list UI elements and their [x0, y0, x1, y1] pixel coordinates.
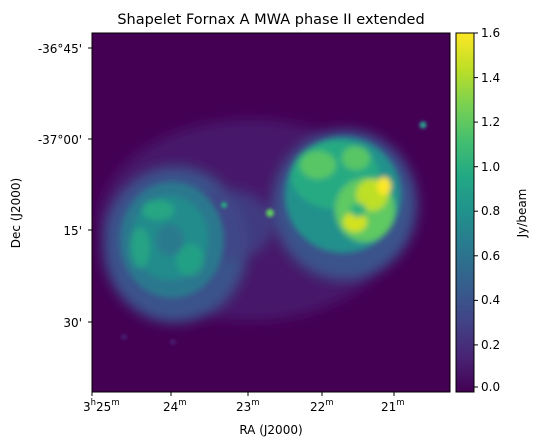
- radio-image: [92, 33, 450, 392]
- y-tick-label: -36°45': [38, 42, 82, 56]
- x-tick-label: 24m: [163, 398, 187, 414]
- x-axis-label: RA (J2000): [239, 423, 302, 437]
- colorbar-ticks: [474, 32, 478, 388]
- x-axis: 3h25m 24m 23m 22m 21m RA (J2000): [83, 392, 405, 437]
- colorbar-tick-label: 1.6: [481, 26, 500, 40]
- colorbar-tick-label: 1.2: [481, 115, 500, 129]
- colorbar-tick-label: 0.4: [481, 293, 500, 307]
- plot-title: Shapelet Fornax A MWA phase II extended: [117, 12, 424, 28]
- y-tick-label: -37°00': [38, 133, 82, 147]
- y-axis-label: Dec (J2000): [9, 178, 23, 248]
- colorbar: 1.6 1.4 1.2 1.0 0.8 0.6 0.4 0.2 0.0 Jy/b…: [455, 26, 529, 394]
- colorbar-tick-label: 1.4: [481, 71, 500, 85]
- colorbar-tick-label: 0.2: [481, 338, 500, 352]
- colorbar-tick-label: 0.8: [481, 204, 500, 218]
- y-tick-label: 15': [63, 224, 82, 238]
- colorbar-label: Jy/beam: [515, 189, 529, 239]
- y-axis: -36°45' -37°00' 15' 30' Dec (J2000): [9, 42, 92, 330]
- x-tick-label: 21m: [381, 398, 405, 414]
- x-tick-label: 22m: [310, 398, 334, 414]
- colorbar-tick-label: 0.0: [481, 380, 500, 394]
- colorbar-gradient: [455, 32, 475, 393]
- image-frame: [91, 32, 451, 393]
- y-tick-label: 30': [63, 316, 82, 330]
- x-tick-label: 3h25m: [83, 398, 120, 414]
- colorbar-tick-label: 0.6: [481, 249, 500, 263]
- x-tick-label: 23m: [236, 398, 260, 414]
- colorbar-tick-label: 1.0: [481, 160, 500, 174]
